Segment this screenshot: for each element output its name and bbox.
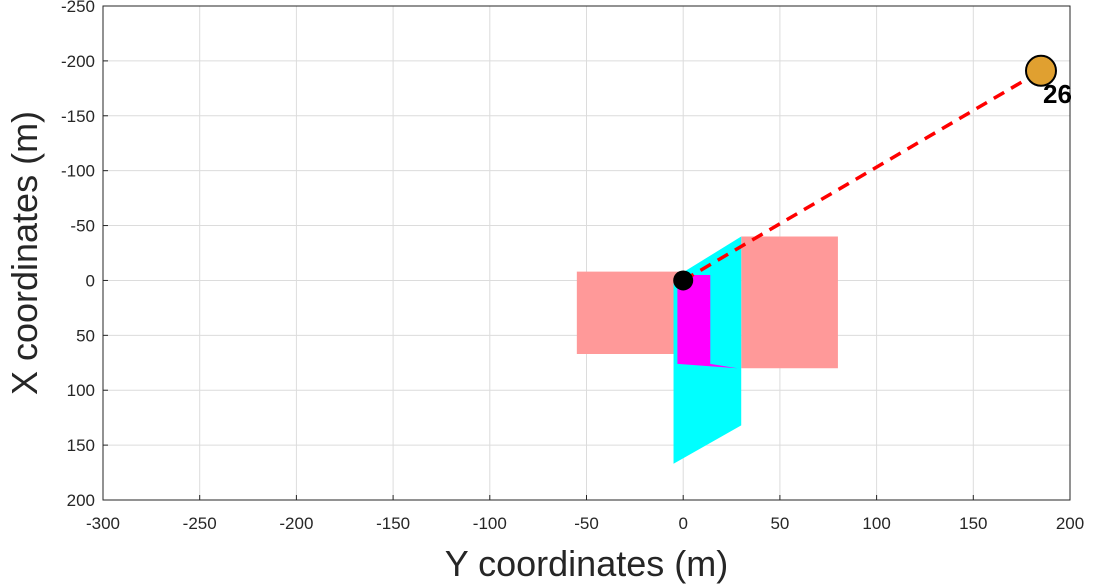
y-tick-label: 50 <box>76 326 95 345</box>
ticks: -300 -250 -200 -150 -100 -50 0 50 100 150 200 -250 -… <box>61 0 1084 533</box>
x-tick-label: -300 <box>86 514 120 533</box>
target-point-label: 26 <box>1043 79 1072 109</box>
y-tick-label: -250 <box>61 0 95 16</box>
y-tick-label: 200 <box>67 491 95 510</box>
y-tick-label: -150 <box>61 107 95 126</box>
region-rectangle-right <box>741 236 838 369</box>
x-tick-label: -150 <box>376 514 410 533</box>
y-tick-label: -100 <box>61 162 95 181</box>
x-tick-label: -50 <box>574 514 599 533</box>
path-layer <box>682 69 1042 282</box>
x-tick-label: -200 <box>279 514 313 533</box>
y-tick-label: -200 <box>61 52 95 71</box>
y-axis-label: X coordinates (m) <box>4 111 45 395</box>
x-axis-label: Y coordinates (m) <box>445 543 728 584</box>
region-rectangle-left <box>576 271 684 354</box>
y-tick-label: 150 <box>67 436 95 455</box>
y-tick-label: 100 <box>67 381 95 400</box>
x-tick-label: -250 <box>183 514 217 533</box>
points <box>673 54 1057 291</box>
y-tick-label: 0 <box>86 271 95 290</box>
x-tick-label: 50 <box>770 514 789 533</box>
dashed-path-line <box>682 69 1042 282</box>
y-tick-label: -50 <box>70 217 95 236</box>
x-tick-label: 200 <box>1056 514 1084 533</box>
origin-point <box>673 270 694 291</box>
target-point <box>1024 54 1057 87</box>
x-tick-label: 0 <box>678 514 687 533</box>
x-tick-label: -100 <box>473 514 507 533</box>
grid <box>102 5 1071 501</box>
x-tick-label: 100 <box>862 514 890 533</box>
regions <box>576 236 838 464</box>
region-magenta-polygon <box>677 274 738 369</box>
x-tick-label: 150 <box>959 514 987 533</box>
